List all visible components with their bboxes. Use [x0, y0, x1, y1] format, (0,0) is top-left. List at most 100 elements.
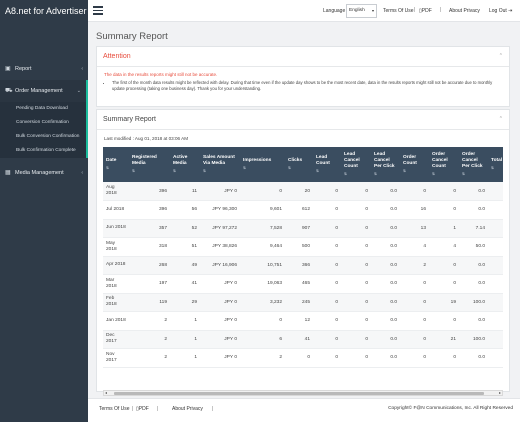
table-cell: 41	[170, 274, 200, 294]
column-header[interactable]: Total ⇅	[488, 147, 503, 182]
table-row: Mar 2018 197 41 JPY 0 19,063 465 0 0 0.0 0 0 0.0	[103, 274, 503, 294]
column-header[interactable]: Lead Count ⇅	[313, 147, 341, 182]
scroll-right-icon[interactable]: ▸	[498, 390, 501, 395]
sidebar-item-report[interactable]: ▣ Report ‹	[0, 58, 88, 80]
column-header[interactable]: Order Count ⇅	[400, 147, 429, 182]
pdf-label: PDF	[138, 406, 149, 412]
table-cell: JPY 0	[200, 330, 240, 349]
sort-icon[interactable]: ⇅	[432, 172, 436, 176]
about-privacy-link[interactable]: About Privacy	[449, 8, 480, 14]
table-cell: 907	[285, 219, 313, 238]
page-title: Summary Report	[96, 31, 168, 42]
table-cell: 0.0	[459, 182, 488, 201]
column-header-label: Total	[491, 158, 503, 163]
attention-body: The data in the results reports might st…	[97, 67, 509, 92]
brand-logo[interactable]: A8.net for Advertiser	[5, 6, 87, 16]
sidebar-item-media-management[interactable]: ▦ Media Management ‹	[0, 162, 88, 184]
scroll-left-icon[interactable]: ◂	[105, 390, 108, 395]
column-header-label: Lead Cancel Count	[344, 152, 360, 169]
table-cell: 0	[400, 293, 429, 312]
language-select[interactable]: English ▾	[346, 4, 377, 18]
table-cell: 396	[129, 200, 170, 220]
sort-icon[interactable]: ⇅	[288, 166, 292, 170]
column-header[interactable]: Date ⇅	[103, 147, 129, 182]
sort-icon[interactable]: ⇅	[403, 169, 407, 173]
sidebar-subitem-conversion-confirmation[interactable]: Conversion Confirmation	[16, 120, 69, 125]
collapse-chevron-up-icon[interactable]: ⌃	[498, 116, 503, 122]
column-header[interactable]: Registered Media ⇅	[129, 147, 170, 182]
table-cell: 0	[341, 182, 371, 201]
sort-icon[interactable]: ⇅	[203, 169, 207, 173]
table-cell	[488, 311, 503, 331]
sort-icon[interactable]: ⇅	[243, 166, 247, 170]
table-cell: 366	[285, 256, 313, 275]
hamburger-menu-icon[interactable]	[93, 6, 103, 15]
table-cell: 51	[170, 237, 200, 257]
separator: |	[157, 406, 159, 412]
attention-notes: The first of the month data results migh…	[104, 80, 503, 92]
sidebar-subitem-pending-data-download[interactable]: Pending Data Download	[16, 106, 68, 111]
attention-title: Attention	[103, 53, 131, 60]
table-header: Date ⇅ Registered Media ⇅ Active Media ⇅ Sales…	[103, 147, 503, 182]
table-cell: 1	[429, 219, 459, 238]
table-cell: 0	[429, 182, 459, 201]
pdf-link[interactable]: ▯PDF	[419, 8, 432, 14]
table-cell: 0	[400, 330, 429, 349]
table-cell: 0	[341, 256, 371, 275]
collapse-chevron-up-icon[interactable]: ⌃	[498, 53, 503, 59]
sidebar-subitem-bulk-confirmation-complete[interactable]: Bulk Confirmation Complete	[16, 148, 76, 153]
table-cell: JPY 1	[488, 237, 503, 257]
horizontal-scrollbar[interactable]: ◂ ▸	[103, 390, 503, 396]
footer-pdf-link[interactable]: ▯PDF	[136, 406, 149, 412]
table-cell: JPY 0	[200, 311, 240, 331]
table-cell: JPY 96,300	[200, 200, 240, 220]
column-header[interactable]: Lead Cancel Count ⇅	[341, 147, 371, 182]
table-cell: JPY 0	[200, 348, 240, 368]
scrollbar-thumb[interactable]	[114, 392, 484, 395]
terms-of-use-link[interactable]: Terms Of Use	[383, 8, 414, 14]
copyright: Copyright© F@N Communications, Inc. All …	[388, 406, 513, 411]
sort-icon[interactable]: ⇅	[173, 169, 177, 173]
table-cell: 0	[429, 311, 459, 331]
logout-link[interactable]: Log Out ⇥	[489, 8, 512, 14]
table-row: Aug 2018 396 11 JPY 0 0 20 0 0 0.0 0 0 0.0	[103, 182, 503, 201]
table-cell: 0	[341, 200, 371, 220]
table-cell: 0	[429, 256, 459, 275]
attention-panel-header: Attention ⌃	[97, 47, 509, 67]
table-cell: 0	[400, 182, 429, 201]
sort-icon[interactable]: ⇅	[132, 169, 136, 173]
table-cell: 0	[313, 311, 341, 331]
sort-icon[interactable]: ⇅	[106, 166, 110, 170]
table-cell: JPY 97,272	[200, 219, 240, 238]
sidebar-item-order-management[interactable]: ⛟ Order Management ⌄	[0, 80, 88, 102]
footer-about-privacy-link[interactable]: About Privacy	[172, 406, 203, 412]
table-cell: 0	[341, 330, 371, 349]
sort-icon[interactable]: ⇅	[316, 169, 320, 173]
footer-terms-link[interactable]: Terms Of Use	[99, 406, 130, 412]
sidebar-subitem-bulk-conversion-confirmation[interactable]: Bulk Conversion Confirmation	[16, 134, 80, 139]
column-header[interactable]: Order Cancel Per Click ⇅	[459, 147, 488, 182]
column-header[interactable]: Impressions ⇅	[240, 147, 285, 182]
table-cell	[488, 293, 503, 312]
sort-icon[interactable]: ⇅	[374, 172, 378, 176]
sort-icon[interactable]: ⇅	[491, 166, 495, 170]
table-cell: 0.0	[371, 293, 400, 312]
sort-icon[interactable]: ⇅	[344, 172, 348, 176]
table-cell: JPY 0	[200, 274, 240, 294]
table-cell: 1	[170, 330, 200, 349]
table-cell: Jul 2018	[103, 200, 129, 220]
column-header[interactable]: Lead Cancel Per Click ⇅	[371, 147, 400, 182]
attention-panel: Attention ⌃ The data in the results repo…	[96, 46, 510, 107]
column-header[interactable]: Order Cancel Count ⇅	[429, 147, 459, 182]
column-header[interactable]: Active Media ⇅	[170, 147, 200, 182]
pdf-icon: ▯	[419, 8, 422, 14]
column-header[interactable]: Clicks ⇅	[285, 147, 313, 182]
separator: |	[414, 7, 416, 13]
column-header[interactable]: Sales Amount Via Media ⇅	[200, 147, 240, 182]
table-row: Dec 2017 2 1 JPY 0 6 41 0 0 0.0 0 21 100.0	[103, 330, 503, 349]
table-cell: JPY 0	[200, 182, 240, 201]
table-cell: 0	[429, 274, 459, 294]
media-icon: ▦	[5, 170, 11, 176]
table-cell: 0.0	[371, 219, 400, 238]
sort-icon[interactable]: ⇅	[462, 172, 466, 176]
